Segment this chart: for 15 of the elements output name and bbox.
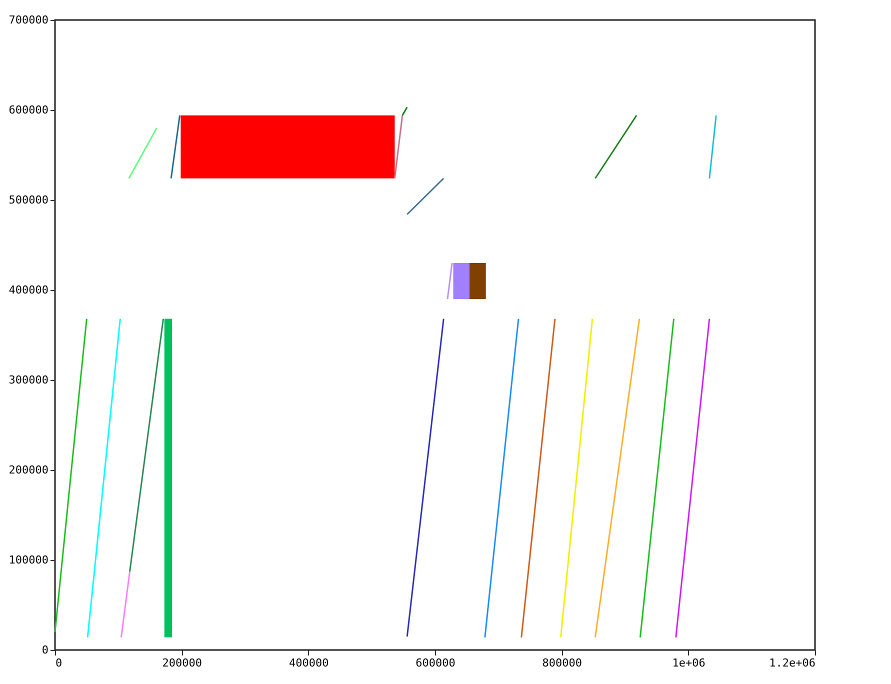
y-tick-label: 300000 [8, 374, 48, 386]
y-tick-label: 400000 [8, 284, 48, 296]
x-tick-label: 1e+06 [672, 656, 706, 670]
x-tick-label: 400000 [288, 656, 329, 670]
x-tick-label: 600000 [416, 656, 456, 670]
y-tick-label: 500000 [8, 194, 48, 206]
y-tick-label: 600000 [8, 104, 48, 116]
x-tick-label: 800000 [542, 656, 582, 670]
x-tick-label: 1.2e+06 [769, 656, 816, 670]
x-tick-label: 200000 [162, 656, 202, 670]
y-tick-label: 100000 [8, 554, 48, 566]
y-tick-label: 700000 [8, 14, 48, 26]
x-tick-label: 0 [56, 656, 62, 670]
y-tick-label: 0 [42, 644, 48, 656]
y-tick-label: 200000 [8, 464, 48, 476]
